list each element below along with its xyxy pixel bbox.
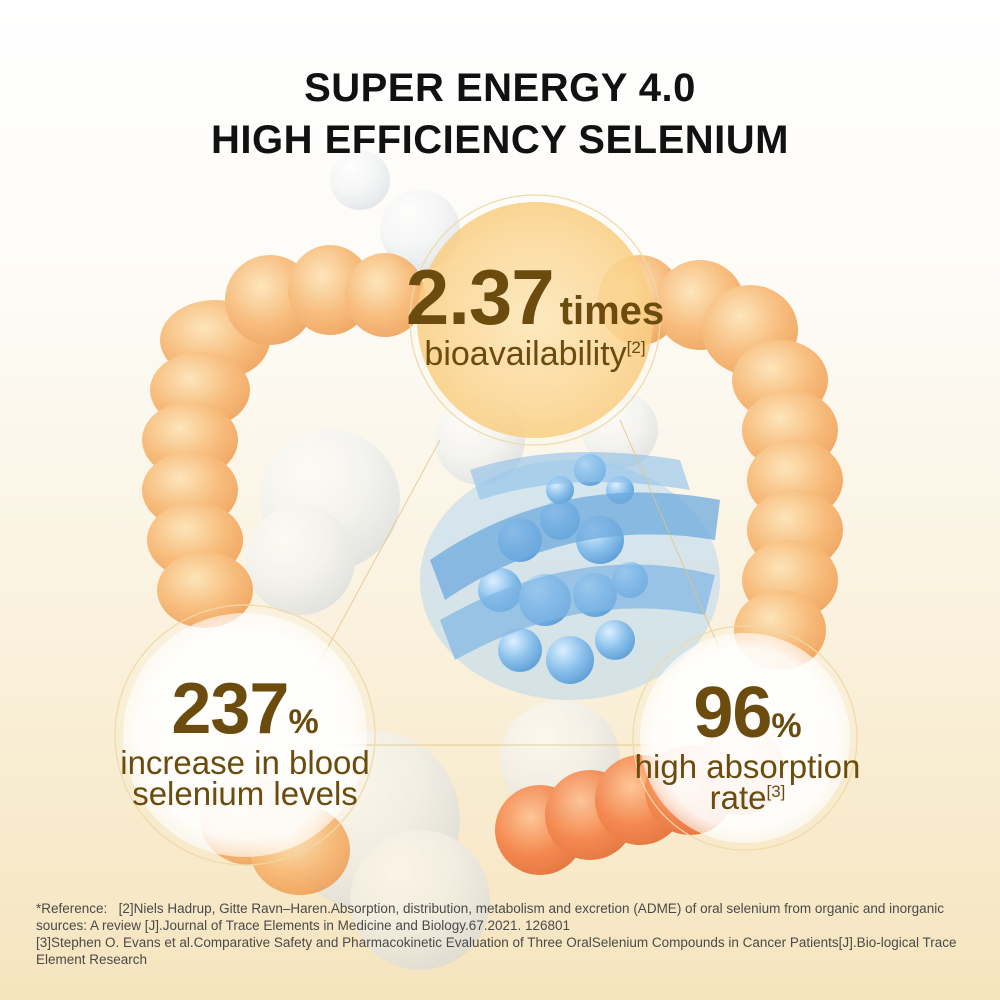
left-stat-circle [123,613,367,857]
references-prefix: *Reference: [36,901,108,916]
blood-selenium-stat: 237% increase in blood selenium levels [80,668,410,811]
bioavailability-label: bioavailability [424,335,627,373]
right-stat-outer-ring [632,625,858,851]
right-stat-circle [640,633,850,843]
references: *Reference: [2]Niels Hadrup, Gitte Ravn–… [36,900,976,968]
connector-lines [309,419,721,746]
left-stat-outer-ring [114,604,376,866]
bioavailability-stat: 2.37 times bioavailability[2] [360,252,710,373]
bioavailability-ref: [2] [626,338,646,357]
page-title: SUPER ENERGY 4.0 HIGH EFFICIENCY SELENIU… [0,62,1000,166]
selenium-molecule-illustration [420,452,720,700]
blood-selenium-label-1: increase in blood [120,744,370,781]
absorption-label-1: high absorption [634,748,861,785]
absorption-unit: % [771,707,802,745]
absorption-ref: [3] [766,781,786,801]
top-stat-circle [417,202,653,438]
absorption-value: 96 [693,673,772,753]
absorption-label-2-line: rate[3] [595,778,900,816]
absorption-label-2: rate [709,778,767,816]
bioavailability-unit: times [559,289,665,333]
reference-2: [2]Niels Hadrup, Gitte Ravn–Haren.Absorp… [36,901,944,933]
bioavailability-value: 2.37 [405,253,555,341]
absorption-stat: 96% high absorption rate[3] [595,672,900,815]
title-line-1: SUPER ENERGY 4.0 [304,66,696,110]
blood-selenium-unit: % [288,703,319,741]
title-line-2: HIGH EFFICIENCY SELENIUM [211,118,789,162]
blood-selenium-value: 237 [171,669,289,749]
reference-3: [3]Stephen O. Evans et al.Comparative Sa… [36,935,957,967]
blood-selenium-label-2: selenium levels [132,774,358,812]
bioavailability-label-line: bioavailability[2] [360,335,710,373]
top-stat-outer-ring [409,194,661,446]
